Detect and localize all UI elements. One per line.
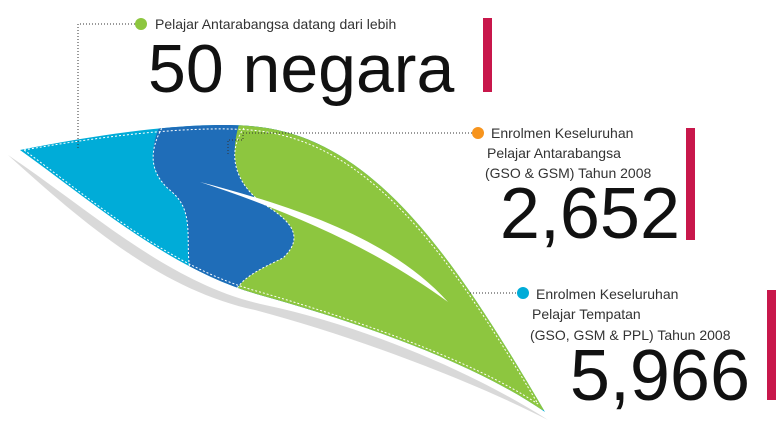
accent-bar — [686, 128, 695, 240]
dot — [135, 18, 147, 30]
accent-bar — [483, 18, 492, 92]
label: Enrolmen Keseluruhan — [536, 286, 678, 302]
label: Pelajar Antarabangsa — [487, 145, 621, 161]
value: 5,966 — [570, 336, 750, 416]
value: 50 negara — [148, 31, 454, 107]
value: 2,652 — [500, 174, 680, 254]
label: Enrolmen Keseluruhan — [491, 125, 633, 141]
accent-bar — [767, 290, 776, 400]
label: Pelajar Tempatan — [532, 306, 641, 322]
dot — [517, 287, 529, 299]
label: Pelajar Antarabangsa datang dari lebih — [155, 16, 396, 32]
infographic: Pelajar Antarabangsa datang dari lebih 5… — [0, 0, 776, 433]
dot — [472, 127, 484, 139]
